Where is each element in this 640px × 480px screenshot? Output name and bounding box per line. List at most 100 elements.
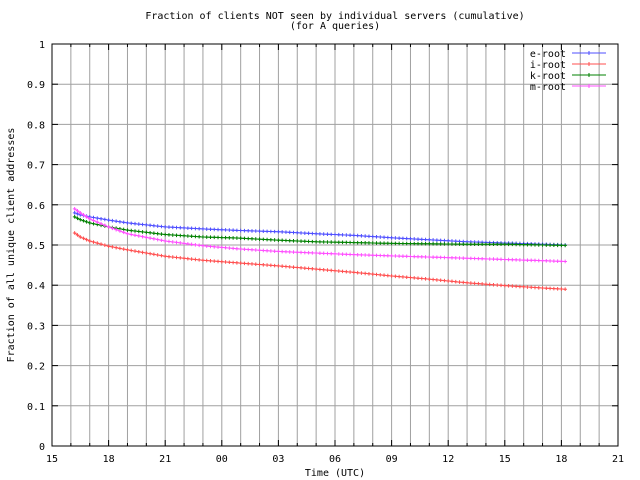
data-point [272, 229, 277, 234]
data-point [540, 258, 545, 263]
data-point [193, 243, 198, 247]
data-point [208, 259, 213, 263]
data-point [212, 244, 217, 249]
data-point [453, 279, 458, 284]
data-point [457, 242, 462, 246]
data-point [118, 229, 122, 233]
data-point [299, 239, 303, 243]
data-point [303, 231, 307, 235]
data-point [148, 230, 152, 235]
y-tick-label: 0.6 [27, 201, 45, 212]
data-point [382, 253, 386, 258]
data-point [238, 247, 243, 251]
data-point [170, 255, 175, 259]
data-point [374, 272, 379, 277]
data-point [435, 238, 439, 242]
data-point [223, 228, 228, 232]
data-point [476, 281, 481, 286]
data-point [431, 277, 435, 282]
data-point [321, 267, 326, 272]
data-point [427, 255, 432, 259]
data-point [238, 236, 243, 240]
data-point [469, 256, 473, 261]
data-point [344, 233, 349, 237]
data-point [193, 257, 198, 262]
data-point [363, 253, 367, 257]
data-point [484, 257, 488, 261]
data-point [352, 252, 356, 257]
data-point [193, 234, 198, 239]
data-point [129, 248, 134, 253]
data-point [204, 244, 209, 248]
data-point [167, 232, 171, 237]
x-tick-label: 06 [329, 454, 341, 465]
data-point [303, 266, 307, 270]
data-point [544, 259, 549, 263]
data-point [419, 237, 424, 242]
data-point [461, 256, 466, 260]
x-tick-label: 15 [499, 454, 511, 465]
data-point [333, 268, 337, 273]
data-point [491, 242, 496, 246]
data-point [321, 232, 326, 236]
data-point [503, 283, 507, 288]
data-point [201, 244, 205, 248]
data-point [242, 236, 247, 241]
data-point [186, 256, 190, 261]
data-point [170, 240, 175, 244]
data-point [386, 253, 390, 258]
data-point [246, 236, 251, 241]
data-point [435, 255, 439, 260]
data-point [469, 281, 473, 285]
data-point [201, 227, 205, 231]
data-point [155, 224, 160, 228]
data-point [555, 259, 560, 264]
data-point [216, 235, 220, 240]
data-point [295, 250, 300, 255]
data-point [197, 226, 201, 231]
data-point [340, 269, 345, 274]
data-point [506, 257, 511, 262]
data-point [231, 260, 235, 265]
data-point [404, 241, 409, 246]
data-point [386, 273, 390, 278]
data-point [118, 246, 122, 251]
data-point [276, 229, 281, 234]
data-point [231, 246, 235, 251]
data-point [329, 240, 334, 244]
data-point [359, 240, 364, 245]
x-tick-label: 15 [46, 454, 58, 465]
data-point [355, 270, 360, 275]
legend-marker-m-root [587, 84, 591, 88]
data-point [269, 229, 273, 234]
data-point [250, 229, 254, 233]
data-point [208, 235, 213, 240]
data-point [99, 221, 103, 226]
data-point [438, 242, 443, 246]
data-point [167, 225, 171, 229]
data-point [110, 218, 115, 223]
data-point [178, 241, 183, 245]
data-point [340, 252, 345, 256]
data-point [276, 264, 281, 268]
data-point [72, 231, 77, 235]
data-point [303, 239, 307, 244]
data-point [442, 242, 447, 246]
data-point [238, 261, 243, 265]
data-point [178, 256, 183, 260]
legend-label-e-root: e-root [530, 49, 566, 60]
data-point [269, 237, 273, 242]
data-point [514, 284, 518, 289]
data-point [450, 279, 454, 284]
data-point [484, 242, 488, 246]
data-point [378, 253, 383, 258]
data-point [280, 249, 284, 254]
data-point [329, 232, 334, 237]
data-point [408, 275, 413, 280]
x-tick-label: 18 [555, 454, 567, 465]
data-point [84, 237, 89, 242]
data-point [174, 255, 179, 260]
data-point [114, 219, 118, 224]
data-point [397, 274, 401, 279]
data-point [363, 241, 367, 245]
